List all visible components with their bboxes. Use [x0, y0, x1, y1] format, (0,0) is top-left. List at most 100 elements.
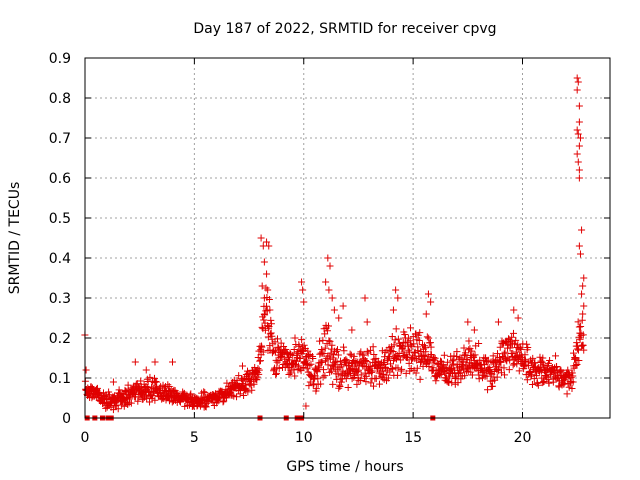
data-point: [394, 364, 402, 372]
data-point: [367, 346, 375, 354]
data-point: [563, 390, 571, 398]
data-point: [475, 339, 483, 347]
data-point: [223, 379, 231, 387]
data-point: [362, 357, 370, 365]
data-point: [340, 347, 348, 355]
data-point: [497, 358, 505, 366]
data-points: [81, 74, 588, 421]
data-point: [342, 356, 350, 364]
data-point: [275, 364, 283, 372]
data-point: [574, 78, 582, 86]
data-point: [425, 362, 433, 370]
data-point: [142, 366, 150, 374]
data-point: [528, 371, 536, 379]
data-point: [448, 379, 456, 387]
data-point: [325, 352, 333, 360]
data-point: [575, 166, 583, 174]
data-point: [570, 349, 578, 357]
data-point: [506, 344, 514, 352]
data-point: [346, 366, 354, 374]
data-point: [363, 358, 371, 366]
data-point: [350, 352, 358, 360]
data-point: [329, 354, 337, 362]
data-point: [484, 356, 492, 364]
data-point: [320, 350, 328, 358]
data-point: [219, 398, 227, 406]
data-point: [489, 352, 497, 360]
data-point: [275, 344, 283, 352]
data-point: [483, 372, 491, 380]
data-point: [424, 290, 432, 298]
data-point: [402, 369, 410, 377]
data-point: [569, 378, 577, 386]
data-point: [526, 367, 534, 375]
data-point: [305, 352, 313, 360]
data-point: [573, 86, 581, 94]
data-point: [150, 374, 158, 382]
data-point: [311, 372, 319, 380]
data-point: [248, 386, 256, 394]
data-point: [503, 357, 511, 365]
data-point: [378, 367, 386, 375]
data-point: [401, 331, 409, 339]
data-point: [319, 336, 327, 344]
data-point: [264, 286, 272, 294]
data-point: [318, 358, 326, 366]
data-point: [333, 358, 341, 366]
data-point: [272, 371, 280, 379]
data-point: [357, 371, 365, 379]
data-point: [259, 348, 267, 356]
data-point: [134, 397, 142, 405]
data-point: [369, 382, 377, 390]
data-point: [263, 238, 271, 246]
y-tick-label: 0.8: [49, 91, 71, 107]
data-point: [494, 318, 502, 326]
data-point: [257, 234, 265, 242]
data-point: [427, 343, 435, 351]
x-tick-label: 5: [190, 430, 199, 446]
data-point: [442, 363, 450, 371]
data-point: [346, 350, 354, 358]
data-point: [422, 310, 430, 318]
data-point: [460, 344, 468, 352]
data-point: [425, 334, 433, 342]
data-point: [501, 348, 509, 356]
data-point: [282, 346, 290, 354]
y-axis-label: SRMTID / TECUs: [7, 182, 23, 295]
data-point: [574, 318, 582, 326]
data-point: [461, 349, 469, 357]
data-point: [109, 406, 117, 414]
data-point: [407, 364, 415, 372]
data-point: [575, 118, 583, 126]
data-point: [261, 311, 269, 319]
y-tick-label: 0.4: [49, 251, 71, 267]
data-point: [181, 402, 189, 410]
data-point: [250, 380, 258, 388]
data-point: [524, 343, 532, 351]
data-point: [509, 349, 517, 357]
data-point: [579, 331, 587, 339]
data-point: [575, 142, 583, 150]
data-point: [574, 158, 582, 166]
data-point: [267, 320, 275, 328]
data-point: [338, 361, 346, 369]
data-point: [318, 345, 326, 353]
data-point: [244, 388, 252, 396]
y-tick-label: 0.6: [49, 171, 71, 187]
data-point: [260, 258, 268, 266]
data-point: [369, 343, 377, 351]
data-point: [423, 333, 431, 341]
data-point: [568, 369, 576, 377]
data-point: [220, 397, 228, 405]
data-point: [540, 377, 548, 385]
data-point: [528, 381, 536, 389]
data-point: [576, 335, 584, 343]
data-point: [419, 362, 427, 370]
data-point: [501, 371, 509, 379]
data-point: [335, 384, 343, 392]
data-point: [298, 278, 306, 286]
data-point: [353, 368, 361, 376]
data-point: [324, 254, 332, 262]
data-point: [493, 373, 501, 381]
